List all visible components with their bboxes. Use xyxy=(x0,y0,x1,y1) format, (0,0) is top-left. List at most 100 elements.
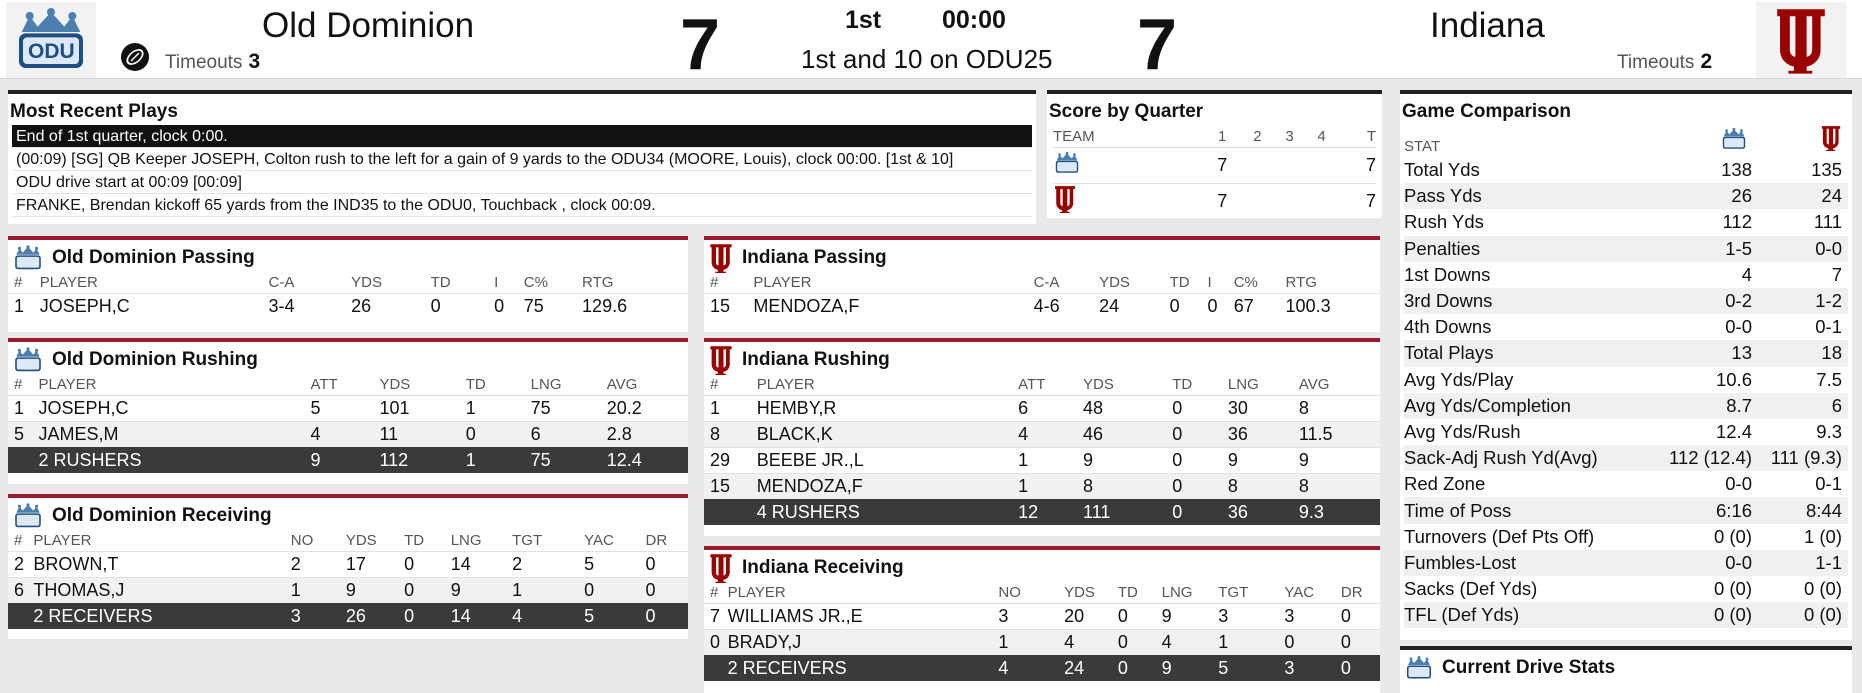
stat-label: 3rd Downs xyxy=(1404,287,1668,315)
table-cell: 101 xyxy=(379,394,466,421)
table-cell: 3 xyxy=(998,602,1065,629)
column-header: AVG xyxy=(606,375,638,393)
odu-crown-icon xyxy=(12,502,44,530)
table-cell: 1 xyxy=(704,394,757,421)
odu-stat-value: 0 (0) xyxy=(1668,602,1758,629)
home-score: 7 xyxy=(680,5,721,85)
column-header: TD xyxy=(1172,375,1193,393)
column-header: PLAYER xyxy=(727,583,786,601)
table-row: 15 MENDOZA,F 4-6 24 0 0 67 100.3 xyxy=(704,292,1380,319)
table-cell: 4 xyxy=(998,655,1065,681)
table-cell: 0 xyxy=(1172,446,1228,473)
sbq-header-q4: 4 xyxy=(1317,127,1326,145)
cmp-odu-header xyxy=(1668,125,1758,157)
table-cell: 1 xyxy=(1018,472,1084,499)
table-cell: 9 xyxy=(1161,655,1219,681)
comparison-row: Total Yds 138 135 xyxy=(1404,157,1848,183)
comparison-row: Sack-Adj Rush Yd(Avg) 112 (12.4) 111 (9.3) xyxy=(1404,445,1848,472)
sbq-cell xyxy=(1241,146,1274,183)
odu-stat-value: 13 xyxy=(1668,340,1758,367)
stat-label: TFL (Def Yds) xyxy=(1404,602,1668,629)
table-cell: 75 xyxy=(523,292,583,319)
table-cell: 5 xyxy=(584,603,646,629)
column-header: LNG xyxy=(1227,375,1259,393)
odu-stat-value: 0-0 xyxy=(1725,316,1752,338)
home-timeouts: Timeouts 3 xyxy=(165,50,260,74)
stat-label: Rush Yds xyxy=(1404,211,1484,233)
table-cell: BLACK,K xyxy=(756,420,1019,447)
column-header: NO xyxy=(290,531,314,549)
sbq-cell xyxy=(1273,146,1306,183)
iu-passing-table: # PLAYER C-A YDS TD I C% RTG 15 MENDOZA,F 4-6 24 0 0 6… xyxy=(704,271,1380,319)
iu-stat-value: 0 (0) xyxy=(1758,602,1848,629)
table-cell: 36 xyxy=(1227,420,1299,447)
sbq-header-team: TEAM xyxy=(1053,127,1095,145)
column-header: LNG xyxy=(530,375,562,393)
sbq-cell xyxy=(1305,146,1338,183)
table-cell: 15 xyxy=(704,472,757,499)
table-cell: 24 xyxy=(1099,292,1170,319)
iu-passing-panel: Indiana Passing # PLAYER C-A YDS TD I C% RTG 15 M… xyxy=(704,236,1380,332)
table-cell: 0 xyxy=(1172,420,1228,447)
column-header: LNG xyxy=(1161,583,1193,601)
odu-stat-value: 112 (12.4) xyxy=(1668,445,1758,472)
table-cell: 0 xyxy=(645,576,688,603)
stat-label: Fumbles-Lost xyxy=(1404,549,1668,576)
odu-stat-value: 1-5 xyxy=(1668,235,1758,262)
iu-stat-value: 135 xyxy=(1811,159,1842,181)
table-cell: 5 xyxy=(8,420,39,447)
column-header: PLAYER xyxy=(33,531,92,549)
column-header: # xyxy=(14,375,23,393)
score-by-quarter-panel: Score by Quarter TEAM 1 2 3 4 T 7 7 7 xyxy=(1047,90,1382,218)
table-cell: 1 xyxy=(8,292,40,319)
current-drive-panel: Current Drive Stats xyxy=(1400,646,1852,693)
table-cell: 0 xyxy=(1340,602,1380,629)
iu-receiving-panel: Indiana Receiving # PLAYER NO YDS TD LNG TGT YA… xyxy=(704,546,1380,693)
table-cell: 2 xyxy=(290,550,346,577)
iu-stat-value: 111 xyxy=(1813,211,1842,233)
table-cell: 14 xyxy=(450,550,513,577)
table-header-row: # PLAYER NO YDS TD LNG TGT YAC DR xyxy=(8,529,688,551)
iu-rushing-panel: Indiana Rushing # PLAYER ATT YDS TD LNG AVG 1 HE… xyxy=(704,338,1380,536)
table-row: 5 JAMES,M 4 11 0 6 2.8 xyxy=(8,420,688,447)
table-cell: 0 xyxy=(1117,655,1162,681)
table-row: 6 THOMAS,J 1 9 0 9 1 0 0 xyxy=(8,576,688,603)
away-timeouts-value: 2 xyxy=(1700,50,1713,73)
table-cell: 1 xyxy=(512,576,585,603)
table-cell: 9 xyxy=(1298,446,1380,473)
score-by-quarter-table: TEAM 1 2 3 4 T 7 7 7 7 xyxy=(1053,125,1376,218)
table-cell: 3 xyxy=(1218,602,1285,629)
odu-stat-value: 0-0 xyxy=(1668,549,1758,576)
table-cell: 8 xyxy=(1298,472,1380,499)
column-header: # xyxy=(14,531,23,549)
table-cell: MENDOZA,F xyxy=(753,292,1034,319)
sbq-header-q3: 3 xyxy=(1285,127,1294,145)
column-header: PLAYER xyxy=(756,375,815,393)
column-header: YDS xyxy=(345,531,377,549)
column-header: # xyxy=(14,273,23,291)
table-cell: HEMBY,R xyxy=(756,394,1019,421)
odu-receiving-table: # PLAYER NO YDS TD LNG TGT YAC DR 2 BROWN,T 2 17 0 14 2… xyxy=(8,529,688,629)
iu-stat-value: 7.5 xyxy=(1816,368,1842,390)
table-cell: 2 xyxy=(512,550,585,577)
stat-label: Avg Yds/Rush xyxy=(1404,420,1521,442)
comparison-row: Avg Yds/Rush 12.4 9.3 xyxy=(1404,419,1848,445)
iu-stat-value: 1-2 xyxy=(1758,287,1848,315)
table-cell: 0 xyxy=(584,576,646,603)
column-header: C-A xyxy=(268,273,295,291)
column-header: TD xyxy=(465,375,486,393)
current-drive-title-text: Current Drive Stats xyxy=(1442,657,1616,678)
comparison-row: Avg Yds/Completion 8.7 6 xyxy=(1404,392,1848,419)
iu-receiving-table: # PLAYER NO YDS TD LNG TGT YAC DR 7 WILLIAMS JR.,E… xyxy=(704,581,1380,681)
home-team-name: Old Dominion xyxy=(262,6,475,45)
odu-stat-value: 26 xyxy=(1668,183,1758,210)
table-cell: 0 xyxy=(1172,472,1228,499)
comparison-row: Rush Yds 112 111 xyxy=(1404,209,1848,235)
iu-logo xyxy=(1756,2,1846,78)
comparison-rows: Total Yds 138 135 Pass Yds 26 24 Rush Yds 112 11… xyxy=(1404,157,1848,629)
table-cell: 2 RUSHERS xyxy=(38,447,311,473)
table-header-row: # PLAYER C-A YDS TD I C% RTG xyxy=(8,271,688,293)
iu-stat-value: 9.3 xyxy=(1816,420,1842,442)
period: 1st xyxy=(845,6,882,34)
table-cell: 2 RECEIVERS xyxy=(727,655,999,681)
